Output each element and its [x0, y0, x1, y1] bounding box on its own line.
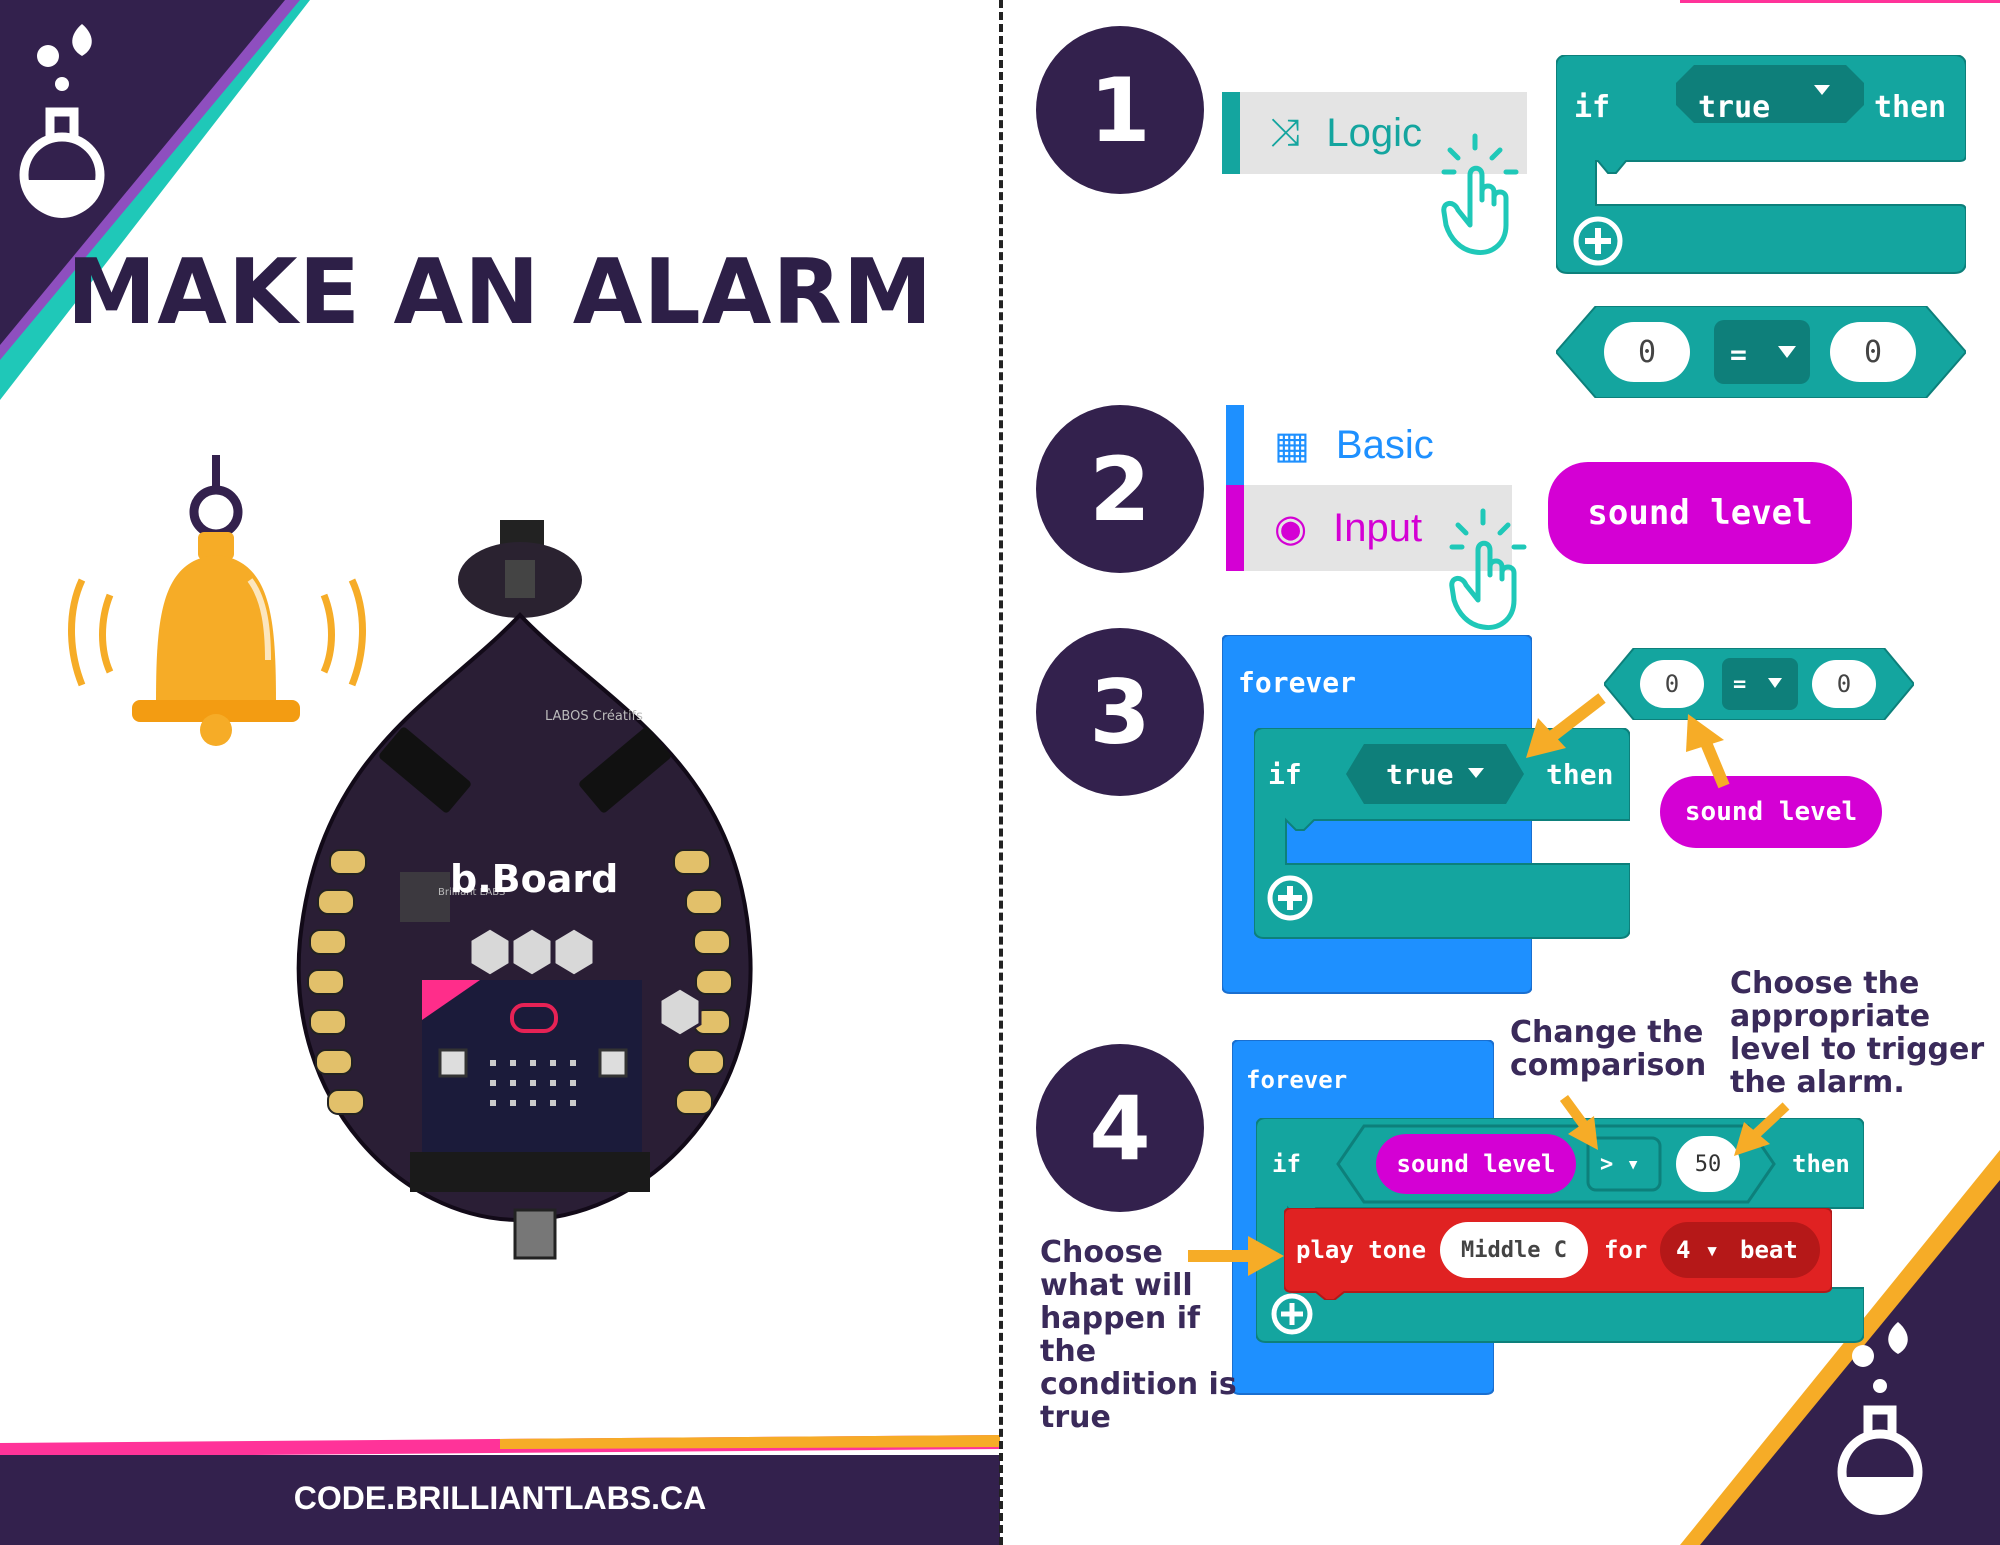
for-keyword: for [1604, 1236, 1648, 1264]
compare-operator-3[interactable]: = [1733, 672, 1747, 697]
note-line: the alarm. [1730, 1065, 1905, 1100]
if-keyword-3: if [1268, 758, 1302, 791]
step-1-number: 1 [1036, 26, 1204, 194]
note-line: what will [1040, 1268, 1193, 1303]
if-then-block-3[interactable] [1254, 728, 1630, 946]
note-change-comparison: Change the comparison [1510, 1016, 1706, 1082]
step-3-number: 3 [1036, 628, 1204, 796]
board-label: b.Board [450, 857, 618, 901]
compare-operator-4[interactable]: > ▾ [1600, 1152, 1640, 1177]
note-line: Choose the [1730, 966, 1920, 1001]
compare-operator-label: > [1600, 1152, 1614, 1177]
value-field-4[interactable]: 50 [1676, 1136, 1740, 1192]
arrow-icon [1526, 693, 1606, 758]
compare-right-field-3[interactable]: 0 [1812, 660, 1876, 708]
note-line: level to trigger [1730, 1032, 1985, 1067]
footer-stripe [0, 1435, 1000, 1457]
true-dropdown-3[interactable]: true [1386, 758, 1454, 791]
pointer-hand-icon [1449, 508, 1527, 631]
chevron-down-icon: ▾ [1626, 1152, 1640, 1177]
note-field[interactable]: Middle C [1440, 1222, 1588, 1278]
dashed-divider [999, 0, 1003, 1545]
play-tone-keyword: play tone [1296, 1236, 1427, 1264]
target-icon: ◉ [1274, 507, 1308, 550]
note-line: appropriate [1730, 999, 1931, 1034]
grid-icon: ▦ [1274, 424, 1310, 467]
basic-category-label: Basic [1335, 422, 1434, 467]
sound-level-block-3[interactable]: sound level [1660, 776, 1882, 848]
bell-icon [68, 455, 366, 746]
beat-keyword: beat [1740, 1236, 1798, 1264]
compare-left-field-1[interactable]: 0 [1604, 322, 1690, 382]
sound-level-block-4[interactable]: sound level [1376, 1134, 1576, 1194]
note-line: true [1040, 1400, 1111, 1435]
note-choose-action: Choose what will happen if the condition… [1040, 1236, 1237, 1434]
step-2-number: 2 [1036, 405, 1204, 573]
beats-dropdown[interactable]: 4 ▾ [1676, 1236, 1719, 1264]
arrow-icon [1560, 1095, 1598, 1150]
note-line: comparison [1510, 1048, 1707, 1083]
compare-operator-1[interactable]: = [1730, 338, 1747, 371]
note-line: happen if [1040, 1301, 1201, 1336]
if-keyword-4: if [1272, 1150, 1301, 1178]
board-brand-label: Brilliant LABS [438, 887, 505, 898]
note-line: the [1040, 1334, 1097, 1369]
forever-keyword-3: forever [1238, 666, 1357, 699]
note-line: Choose [1040, 1235, 1163, 1270]
step-4-number: 4 [1036, 1044, 1204, 1212]
forever-keyword-4: forever [1246, 1066, 1348, 1094]
input-category-label: Input [1333, 505, 1423, 550]
then-keyword-3: then [1546, 758, 1614, 791]
footer-url[interactable]: CODE.BRILLIANTLABS.CA [293, 1480, 707, 1516]
arrow-icon [1734, 1102, 1790, 1156]
arrow-icon [1188, 1236, 1284, 1276]
logic-category-label: Logic [1326, 110, 1423, 155]
note-choose-level: Choose the appropriate level to trigger … [1730, 967, 1984, 1099]
logic-category-item[interactable]: ⤨ Logic [1222, 92, 1527, 174]
pointer-hand-icon [1441, 133, 1519, 256]
bottom-right-corner-decoration [1680, 1150, 2000, 1545]
note-line: Change the [1510, 1015, 1704, 1050]
compare-left-field-3[interactable]: 0 [1640, 660, 1704, 708]
page-title: MAKE AN ALARM [66, 240, 934, 345]
then-keyword-1: then [1874, 90, 1947, 125]
compare-right-field-1[interactable]: 0 [1830, 322, 1916, 382]
arrow-icon [1686, 714, 1730, 789]
shuffle-icon: ⤨ [1270, 111, 1301, 154]
top-right-accent-line [1680, 0, 2000, 3]
basic-category-item[interactable]: ▦ Basic [1226, 405, 1512, 485]
board-brand-label-2: LABOS Créatifs [545, 709, 643, 724]
beats-value: 4 [1676, 1236, 1691, 1264]
note-line: condition is [1040, 1367, 1237, 1402]
chevron-down-icon: ▾ [1704, 1236, 1720, 1264]
true-dropdown-1[interactable]: true [1698, 90, 1771, 125]
top-left-corner-decoration [0, 0, 310, 400]
then-keyword-4: then [1792, 1150, 1850, 1178]
if-then-block-1[interactable] [1556, 55, 1966, 280]
footer-bar [0, 1455, 1000, 1545]
bboard-image: Brilliant LABS LABOS Créatifs b.Board [296, 520, 753, 1260]
sound-level-block-2[interactable]: sound level [1548, 462, 1852, 564]
if-keyword-1: if [1574, 90, 1611, 125]
